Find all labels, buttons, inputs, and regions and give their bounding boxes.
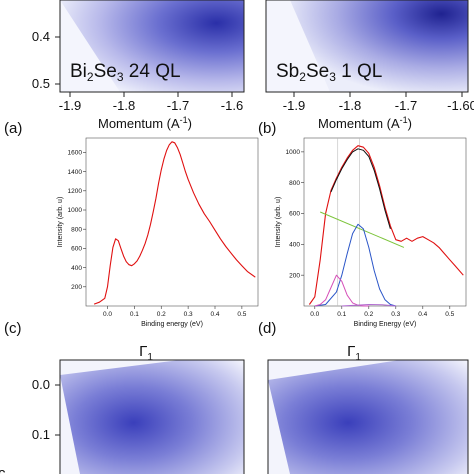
- spectrum-chart-b: 0.0 0.1 0.2 0.3 0.4 0.5 200 400 600 800 1000 Bindin…: [275, 137, 467, 328]
- arpes-bottom-right: [267, 359, 469, 474]
- panel-letter-e-partial: c: [0, 465, 6, 474]
- momentum-axis-label-right: Momentum (A-1): [318, 115, 412, 131]
- gamma-label-right: Γ1: [347, 343, 361, 363]
- arpes-top-left: Bi2Se3 24 QL: [59, 0, 245, 93]
- y-axis-label: Intensity (arb. u): [57, 197, 64, 248]
- momentum-tick-label: -1.8: [113, 98, 135, 113]
- y-tick-label: 200: [71, 284, 82, 291]
- y-tick-label: 800: [289, 180, 300, 187]
- x-tick-label: 0.4: [418, 311, 427, 318]
- x-tick-label: 0.3: [391, 311, 400, 318]
- series-line-1: [330, 148, 391, 230]
- x-tick-label: 0.4: [210, 311, 219, 318]
- y-tick-label: 1000: [68, 207, 83, 214]
- series-line-5: [341, 304, 396, 307]
- energy-tick-00: 0.0: [32, 377, 50, 392]
- spectrum-chart-a: 0.0 0.1 0.2 0.3 0.4 0.5 200 400 600 800 1000 1200 14…: [57, 137, 259, 328]
- y-tick-label: 600: [71, 246, 82, 253]
- y-tick-label: 1600: [68, 150, 83, 157]
- y-tick-label: 1400: [68, 169, 83, 176]
- series-line-0: [308, 145, 464, 305]
- x-axis-label: Binding Energy (eV): [354, 321, 417, 328]
- y-tick-label: 1200: [68, 188, 83, 195]
- x-tick-label: 0.1: [337, 311, 346, 318]
- y-tick-label: 1000: [286, 149, 301, 156]
- plot-frame: [303, 137, 467, 307]
- momentum-tick-label: -1.6: [221, 98, 243, 113]
- panel-letter-c: (c): [4, 320, 22, 337]
- momentum-tick-label: -1.60: [447, 98, 474, 113]
- x-tick-label: 0.5: [445, 311, 454, 318]
- momentum-tick-label: -1.9: [283, 98, 305, 113]
- momentum-ticks-left: -1.9 -1.8 -1.7 -1.6: [59, 92, 243, 113]
- momentum-tick-label: -1.7: [395, 98, 417, 113]
- sample-label-left: Bi2Se3 24 QL: [70, 61, 181, 84]
- y-tick-label: 200: [289, 272, 300, 279]
- series-line-4: [314, 274, 369, 307]
- y-tick-label: 400: [71, 265, 82, 272]
- plot-frame: [85, 137, 259, 307]
- panel-letter-b: (b): [258, 120, 276, 137]
- momentum-tick-label: -1.8: [339, 98, 361, 113]
- momentum-tick-label: -1.7: [167, 98, 189, 113]
- x-tick-label: 0.1: [130, 311, 139, 318]
- arpes-top-right: Sb2Se3 1 QL: [265, 0, 469, 93]
- x-tick-label: 0.3: [184, 311, 193, 318]
- energy-tick-04: 0.4: [32, 29, 50, 44]
- gamma-label-left: Γ1: [139, 343, 153, 363]
- y-tick-label: 400: [289, 242, 300, 249]
- x-tick-label: 0.2: [364, 311, 373, 318]
- x-axis-label: Binding energy (eV): [141, 321, 203, 328]
- y-tick-label: 800: [71, 226, 82, 233]
- momentum-tick-label: -1.9: [59, 98, 81, 113]
- series-line-0: [93, 141, 256, 305]
- arpes-bottom-left: [59, 359, 245, 474]
- panel-letter-d: (d): [258, 320, 276, 337]
- momentum-ticks-right: -1.9 -1.8 -1.7 -1.60: [283, 92, 474, 113]
- y-tick-label: 600: [289, 211, 300, 218]
- energy-tick-05: 0.5: [32, 76, 50, 91]
- momentum-axis-label-left: Momentum (A-1): [98, 115, 192, 131]
- y-axis-label: Intensity (arb. u): [275, 197, 282, 248]
- x-tick-label: 0.2: [157, 311, 166, 318]
- x-tick-label: 0.0: [310, 311, 319, 318]
- sample-label-right: Sb2Se3 1 QL: [276, 61, 382, 84]
- series-line-3: [314, 223, 396, 307]
- panel-letter-a: (a): [4, 120, 22, 137]
- energy-tick-01: 0.1: [32, 427, 50, 442]
- series-line-2: [320, 211, 405, 248]
- x-tick-label: 0.0: [103, 311, 112, 318]
- x-tick-label: 0.5: [237, 311, 246, 318]
